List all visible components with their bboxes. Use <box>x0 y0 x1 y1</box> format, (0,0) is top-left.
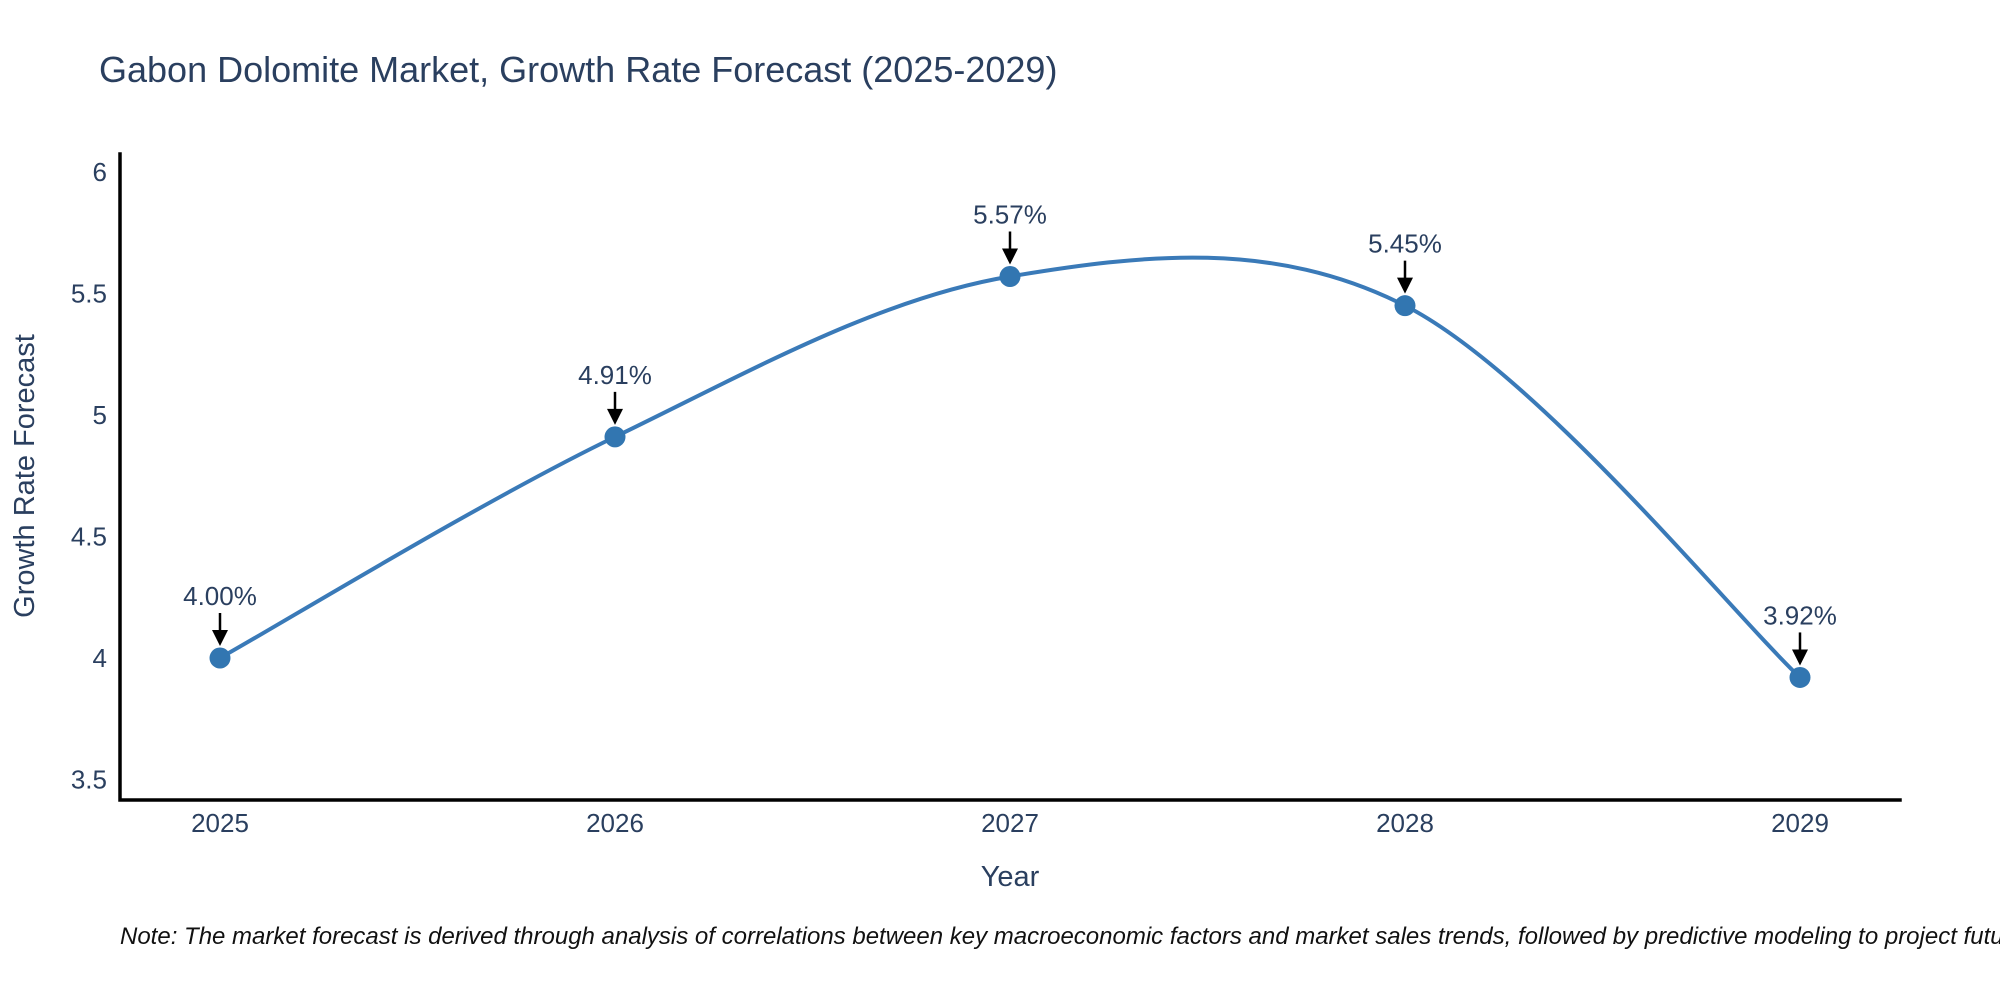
y-tick-label: 4 <box>93 643 107 673</box>
y-axis-title: Growth Rate Forecast <box>9 334 41 618</box>
point-value-label: 5.45% <box>1368 229 1442 259</box>
tick-labels: 3.5 4 4.5 5 5.5 6 2025 2026 2027 2028 2029 <box>71 157 1829 838</box>
line-series <box>209 255 1811 688</box>
data-point-2028 <box>1394 295 1416 317</box>
point-annotation: 5.45% <box>1368 229 1442 294</box>
x-tick-label: 2025 <box>191 808 249 838</box>
annotations: 4.00% 4.91% 5.57% 5.45% 3.92% <box>183 199 1837 666</box>
point-value-label: 4.91% <box>578 360 652 390</box>
series-line <box>218 255 1802 680</box>
x-tick-label: 2026 <box>586 808 644 838</box>
x-tick-label: 2029 <box>1771 808 1829 838</box>
point-value-label: 4.00% <box>183 581 257 611</box>
x-tick-label: 2028 <box>1376 808 1434 838</box>
annotation-arrowhead <box>1002 248 1018 265</box>
annotation-arrowhead <box>607 408 623 425</box>
axes <box>118 152 1902 802</box>
footnote: Note: The market forecast is derived thr… <box>120 923 2000 950</box>
y-tick-label: 3.5 <box>71 765 107 795</box>
y-tick-label: 4.5 <box>71 522 107 552</box>
y-tick-label: 5 <box>93 400 107 430</box>
annotation-arrowhead <box>1792 649 1808 666</box>
point-value-label: 5.57% <box>973 199 1047 229</box>
data-point-2027 <box>999 265 1021 287</box>
axis-lines <box>118 152 1902 802</box>
chart-title: Gabon Dolomite Market, Growth Rate Forec… <box>99 49 1057 90</box>
point-annotation: 3.92% <box>1763 600 1837 666</box>
point-annotation: 5.57% <box>973 199 1047 265</box>
data-point-2025 <box>209 647 231 669</box>
x-tick-label: 2027 <box>981 808 1039 838</box>
point-annotation: 4.91% <box>578 360 652 425</box>
data-point-2029 <box>1789 666 1811 688</box>
annotation-arrowhead <box>1397 277 1413 294</box>
data-point-2026 <box>604 426 626 448</box>
point-value-label: 3.92% <box>1763 600 1837 630</box>
y-tick-label: 6 <box>93 157 107 187</box>
annotation-arrowhead <box>212 630 228 646</box>
point-annotation: 4.00% <box>183 581 257 646</box>
y-tick-label: 5.5 <box>71 279 107 309</box>
x-axis-title: Year <box>981 861 1040 893</box>
